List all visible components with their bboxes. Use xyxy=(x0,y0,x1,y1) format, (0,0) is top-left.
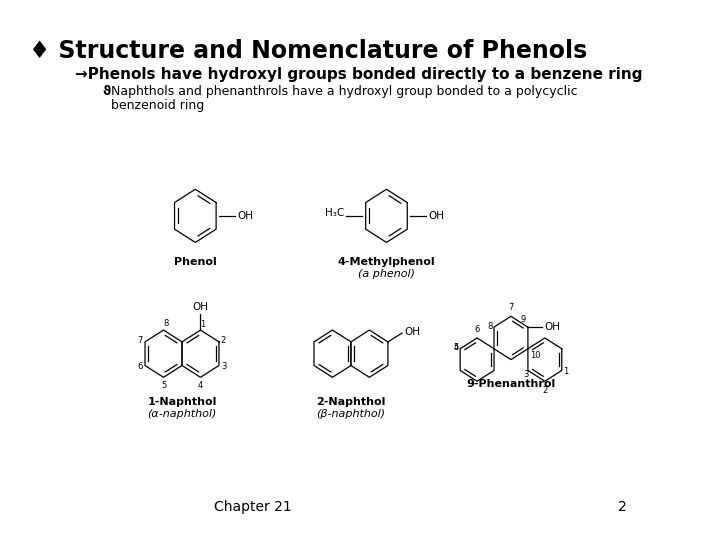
Text: 1: 1 xyxy=(564,367,569,376)
Text: 10: 10 xyxy=(530,351,540,360)
Text: 8: 8 xyxy=(487,321,492,330)
Text: 1: 1 xyxy=(200,320,206,329)
Text: 6: 6 xyxy=(474,325,480,334)
Text: →Phenols have hydroxyl groups bonded directly to a benzene ring: →Phenols have hydroxyl groups bonded dir… xyxy=(76,67,643,82)
Text: (α-naphthol): (α-naphthol) xyxy=(148,409,217,419)
Text: 6: 6 xyxy=(138,362,143,371)
Text: Phenol: Phenol xyxy=(174,257,217,267)
Text: ϑ: ϑ xyxy=(102,85,110,98)
Text: 7: 7 xyxy=(508,303,513,312)
Text: 9-Phenanthrol: 9-Phenanthrol xyxy=(467,379,556,389)
Text: (β-naphthol): (β-naphthol) xyxy=(316,409,385,419)
Text: 2: 2 xyxy=(221,336,226,345)
Text: benzenoid ring: benzenoid ring xyxy=(111,99,204,112)
Text: 2: 2 xyxy=(542,386,547,395)
Text: 5: 5 xyxy=(161,381,166,390)
Text: Naphthols and phenanthrols have a hydroxyl group bonded to a polycyclic: Naphthols and phenanthrols have a hydrox… xyxy=(111,85,577,98)
Text: OH: OH xyxy=(404,327,420,337)
Text: OH: OH xyxy=(544,322,560,332)
Text: Chapter 21: Chapter 21 xyxy=(215,500,292,514)
Text: 3: 3 xyxy=(523,370,529,380)
Text: 3: 3 xyxy=(221,362,226,371)
Text: H₃C: H₃C xyxy=(325,208,344,218)
Text: 7: 7 xyxy=(137,336,143,345)
Text: OH: OH xyxy=(237,211,253,221)
Text: (a phenol): (a phenol) xyxy=(358,269,415,279)
Text: OH: OH xyxy=(428,211,444,221)
Text: 4-Methylphenol: 4-Methylphenol xyxy=(338,257,436,267)
Text: 2: 2 xyxy=(618,500,626,514)
Text: 2-Naphthol: 2-Naphthol xyxy=(316,397,386,407)
Text: 1-Naphthol: 1-Naphthol xyxy=(148,397,217,407)
Text: 4: 4 xyxy=(453,343,459,352)
Text: 4: 4 xyxy=(198,381,203,390)
Text: ♦ Structure and Nomenclature of Phenols: ♦ Structure and Nomenclature of Phenols xyxy=(29,39,588,63)
Text: 8: 8 xyxy=(163,319,169,328)
Text: OH: OH xyxy=(192,302,209,312)
Text: 9: 9 xyxy=(521,315,526,324)
Text: 5: 5 xyxy=(453,343,459,352)
